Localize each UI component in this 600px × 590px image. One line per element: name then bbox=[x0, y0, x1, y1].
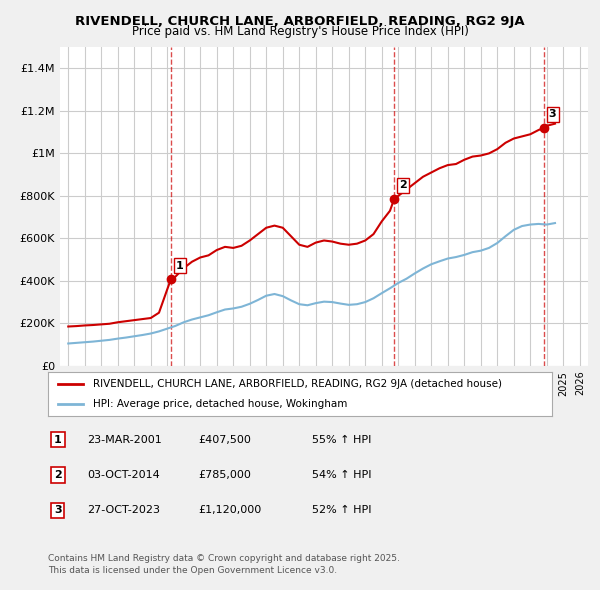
Text: £785,000: £785,000 bbox=[198, 470, 251, 480]
Text: 52% ↑ HPI: 52% ↑ HPI bbox=[312, 506, 371, 515]
Text: 2: 2 bbox=[399, 181, 407, 191]
Text: 55% ↑ HPI: 55% ↑ HPI bbox=[312, 435, 371, 444]
Text: Contains HM Land Registry data © Crown copyright and database right 2025.
This d: Contains HM Land Registry data © Crown c… bbox=[48, 554, 400, 575]
Text: RIVENDELL, CHURCH LANE, ARBORFIELD, READING, RG2 9JA: RIVENDELL, CHURCH LANE, ARBORFIELD, READ… bbox=[75, 15, 525, 28]
Text: £1,120,000: £1,120,000 bbox=[198, 506, 261, 515]
Text: 2: 2 bbox=[54, 470, 62, 480]
Text: 54% ↑ HPI: 54% ↑ HPI bbox=[312, 470, 371, 480]
Text: £407,500: £407,500 bbox=[198, 435, 251, 444]
Text: 3: 3 bbox=[549, 109, 556, 119]
Text: 03-OCT-2014: 03-OCT-2014 bbox=[87, 470, 160, 480]
Text: 3: 3 bbox=[54, 506, 62, 515]
Text: RIVENDELL, CHURCH LANE, ARBORFIELD, READING, RG2 9JA (detached house): RIVENDELL, CHURCH LANE, ARBORFIELD, READ… bbox=[94, 379, 502, 389]
Text: HPI: Average price, detached house, Wokingham: HPI: Average price, detached house, Woki… bbox=[94, 399, 348, 408]
Text: 1: 1 bbox=[176, 261, 184, 271]
Text: Price paid vs. HM Land Registry's House Price Index (HPI): Price paid vs. HM Land Registry's House … bbox=[131, 25, 469, 38]
Text: 23-MAR-2001: 23-MAR-2001 bbox=[87, 435, 162, 444]
Text: 1: 1 bbox=[54, 435, 62, 444]
Text: 27-OCT-2023: 27-OCT-2023 bbox=[87, 506, 160, 515]
